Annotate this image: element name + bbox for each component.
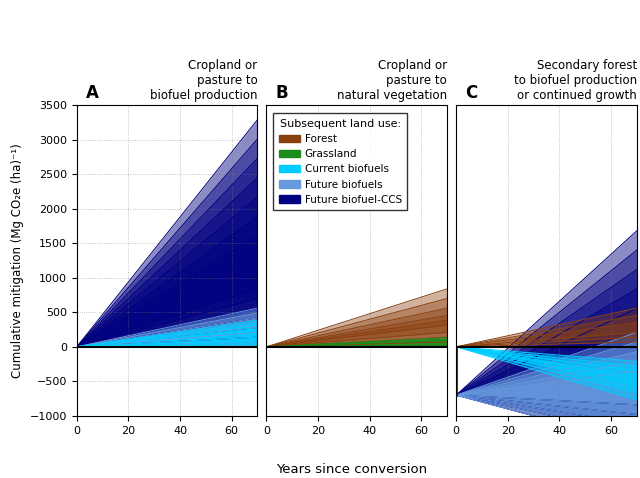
Y-axis label: Cumulative mitigation (Mg CO₂e (ha)⁻¹): Cumulative mitigation (Mg CO₂e (ha)⁻¹) [11,143,24,378]
Text: Cropland or
pasture to
natural vegetation: Cropland or pasture to natural vegetatio… [337,59,447,102]
Text: A: A [86,84,99,102]
Legend: Forest, Grassland, Current biofuels, Future biofuels, Future biofuel-CCS: Forest, Grassland, Current biofuels, Fut… [273,113,407,210]
Text: C: C [465,84,477,102]
Text: Years since conversion: Years since conversion [276,463,428,476]
Text: Cropland or
pasture to
biofuel production: Cropland or pasture to biofuel productio… [150,59,257,102]
Text: B: B [275,84,288,102]
Text: Secondary forest
to biofuel production
or continued growth: Secondary forest to biofuel production o… [514,59,637,102]
